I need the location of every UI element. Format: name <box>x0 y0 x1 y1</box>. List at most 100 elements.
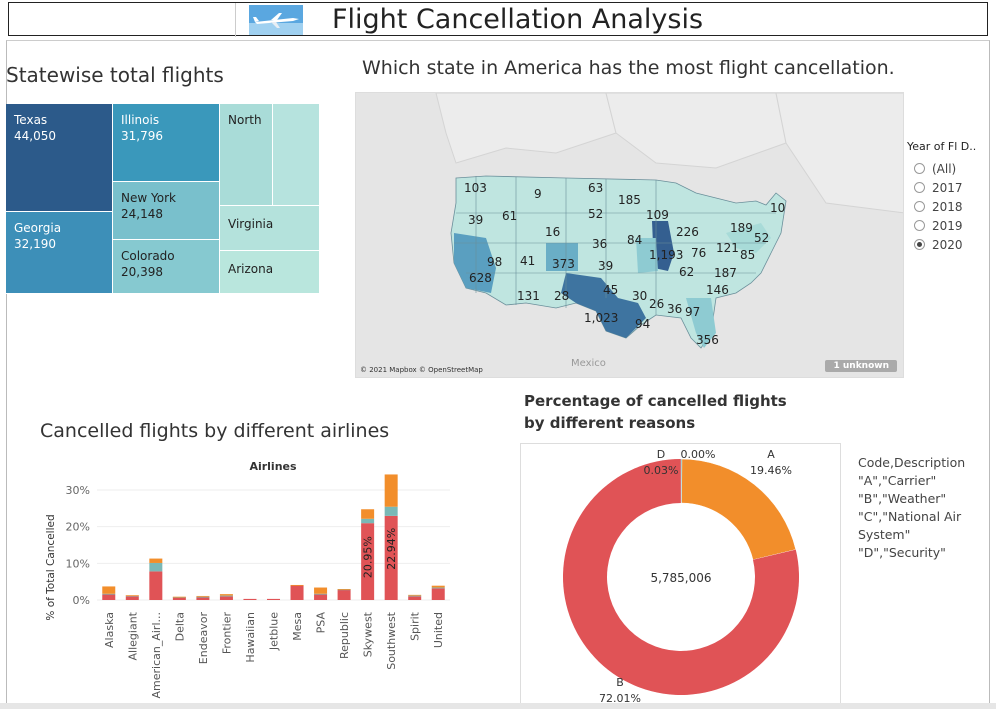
treemap-tile-name: Illinois <box>121 113 160 127</box>
map-value-label: 62 <box>679 265 695 279</box>
bar-segment[interactable] <box>172 597 186 600</box>
bar-segment[interactable] <box>149 558 163 563</box>
page-title: Flight Cancellation Analysis <box>332 4 704 35</box>
bar-segment[interactable] <box>102 586 116 594</box>
radio-icon[interactable] <box>914 201 925 212</box>
horizontal-scrollbar[interactable] <box>0 703 996 709</box>
bar-segment[interactable] <box>314 587 328 594</box>
donut-slice-label: 19.46% <box>750 464 792 477</box>
legend-line: Code,Description <box>858 455 966 470</box>
filter-option[interactable]: (All) <box>907 159 992 178</box>
bar-y-axis-label: % of Total Cancelled <box>45 514 57 620</box>
map-value-label: 39 <box>598 259 614 273</box>
donut-chart-svg: 5,785,006 A 19.46% B 72.01% 0.00% D 0.03% <box>562 448 800 705</box>
bar-segment[interactable] <box>314 593 328 595</box>
bar-segment[interactable] <box>290 585 304 600</box>
map-value-label: 103 <box>464 181 487 195</box>
treemap-tile-name: Georgia <box>14 221 62 235</box>
donut-slice[interactable] <box>563 459 799 695</box>
bar-segment[interactable] <box>219 595 233 597</box>
filter-option[interactable]: 2017 <box>907 178 992 197</box>
choropleth-map[interactable]: 103 9 63 185 10 39 61 52 109 189 52 16 36 84 226 121 85 9… <box>355 92 904 378</box>
bar-segment[interactable] <box>337 589 351 590</box>
treemap-tile-value: 32,190 <box>14 237 56 251</box>
bar-segment[interactable] <box>243 598 257 600</box>
bar-chart-svg: Airlines 0% 10% 20% 30% % of Total Cancelled A… <box>45 460 450 699</box>
bar-segment[interactable] <box>125 595 139 597</box>
map-value-label: 373 <box>552 257 575 271</box>
bar-segment[interactable] <box>149 562 163 572</box>
bar-segment[interactable] <box>337 589 351 600</box>
map-value-label: 226 <box>676 225 699 239</box>
donut-slice-code: D <box>657 448 665 461</box>
map-value-label: 16 <box>545 225 561 239</box>
treemap-tile[interactable]: New York 24,148 <box>113 182 220 240</box>
donut-title: Percentage of cancelled flights by diffe… <box>524 392 787 432</box>
bar-category-label: Southwest <box>385 611 398 669</box>
map-value-label: 356 <box>696 333 719 347</box>
radio-icon[interactable] <box>914 163 925 174</box>
donut-slice-label: 72.01% <box>599 692 641 705</box>
bar-category-label: Mesa <box>291 612 304 641</box>
donut-center-label: 5,785,006 <box>650 571 711 585</box>
bar-segment[interactable] <box>361 518 375 524</box>
radio-icon[interactable] <box>914 239 925 250</box>
bar-segment[interactable] <box>196 597 210 600</box>
filter-option[interactable]: 2020 <box>907 235 992 254</box>
unknown-badge[interactable]: 1 unknown <box>825 360 897 372</box>
bar-category-label: Allegiant <box>126 611 139 660</box>
map-value-label: 41 <box>520 254 536 268</box>
bar-segment[interactable] <box>102 593 116 595</box>
map-value-label: 97 <box>685 305 701 319</box>
bar-segment[interactable] <box>431 585 445 588</box>
airplane-icon <box>249 5 303 35</box>
bar-segment[interactable] <box>149 571 163 600</box>
radio-icon[interactable] <box>914 220 925 231</box>
bar-segment[interactable] <box>384 506 398 516</box>
map-value-label: 84 <box>627 233 643 247</box>
bar-chart-header: Airlines <box>249 460 297 473</box>
donut-chart: 5,785,006 A 19.46% B 72.01% 0.00% D 0.03% <box>520 443 841 709</box>
radio-icon[interactable] <box>914 182 925 193</box>
bar-segment[interactable] <box>384 474 398 507</box>
treemap-tile[interactable]: Arizona <box>220 251 320 294</box>
treemap-title: Statewise total flights <box>6 63 224 87</box>
map-value-label: 189 <box>730 221 753 235</box>
filter-option-label: 2017 <box>932 180 963 195</box>
bar-segment[interactable] <box>361 523 375 600</box>
bar-segment[interactable] <box>314 594 328 601</box>
bar-segment[interactable] <box>408 595 422 597</box>
treemap-tile[interactable] <box>273 104 320 206</box>
bar-segment[interactable] <box>408 596 422 600</box>
filter-option[interactable]: 2018 <box>907 197 992 216</box>
treemap-tile[interactable]: Colorado 20,398 <box>113 240 220 294</box>
treemap-tile[interactable]: Virginia <box>220 206 320 251</box>
map-value-label: 9 <box>534 187 542 201</box>
treemap-tile[interactable]: Illinois 31,796 <box>113 104 220 182</box>
donut-slice[interactable] <box>680 458 683 504</box>
map-value-label: 28 <box>554 289 570 303</box>
treemap-tile[interactable]: Texas 44,050 <box>6 104 113 212</box>
map-value-label: 26 <box>649 297 665 311</box>
bar-segment[interactable] <box>219 594 233 596</box>
treemap-tile[interactable]: Georgia 32,190 <box>6 212 113 294</box>
bar-segment[interactable] <box>384 515 398 600</box>
bar-segment[interactable] <box>219 596 233 600</box>
bar-segment[interactable] <box>267 598 280 600</box>
bar-segment[interactable] <box>361 509 375 519</box>
bar-segment[interactable] <box>408 594 422 596</box>
bar-segment[interactable] <box>431 587 445 589</box>
filter-option[interactable]: 2019 <box>907 216 992 235</box>
bar-segment[interactable] <box>102 594 116 601</box>
bar-segment[interactable] <box>290 584 304 586</box>
bar-segment[interactable] <box>125 596 139 600</box>
treemap-tile[interactable]: North <box>220 104 273 206</box>
bar-segment[interactable] <box>172 596 186 598</box>
map-value-label: 85 <box>740 248 756 262</box>
bar-segment[interactable] <box>431 588 445 600</box>
map-value-label: 52 <box>754 231 770 245</box>
legend-line: "B","Weather" <box>858 491 947 506</box>
donut-slice-code: A <box>767 448 775 461</box>
bar-segment[interactable] <box>196 595 210 597</box>
bar-segment[interactable] <box>196 596 210 598</box>
